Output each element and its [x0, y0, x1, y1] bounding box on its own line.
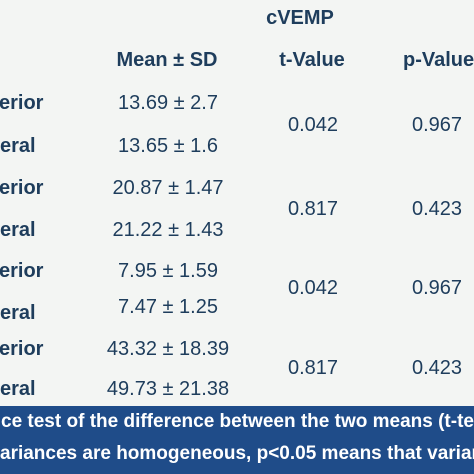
row-label: erior [0, 177, 44, 199]
p-value-cell: 0.967 [411, 277, 463, 299]
p-value-cell: 0.967 [411, 114, 463, 136]
mean-sd-cell: 13.69 ± 2.7 [118, 92, 218, 114]
mean-sd-cell: 49.73 ± 21.38 [106, 378, 230, 400]
row-label: eral [0, 378, 36, 400]
row-label: eral [0, 219, 36, 241]
group-header-cvemp: cVEMP [266, 7, 334, 29]
t-value-cell: 0.042 [287, 277, 339, 299]
column-header-mean-sd: Mean ± SD [116, 49, 218, 71]
column-header-p-value: p-Value [403, 49, 474, 71]
p-value-cell: 0.423 [411, 198, 463, 220]
mean-sd-cell: 7.95 ± 1.59 [118, 260, 218, 282]
mean-sd-cell: 13.65 ± 1.6 [118, 135, 218, 157]
mean-sd-cell: 7.47 ± 1.25 [118, 296, 218, 318]
mean-sd-cell: 20.87 ± 1.47 [112, 177, 224, 199]
row-label: eral [0, 135, 36, 157]
column-header-t-value: t-Value [279, 49, 345, 71]
caption-line-2: ariances are homogeneous, p<0.05 means t… [0, 443, 474, 464]
row-label: erior [0, 338, 44, 360]
mean-sd-cell: 21.22 ± 1.43 [112, 219, 224, 241]
row-label: eral [0, 302, 36, 324]
t-value-cell: 0.042 [287, 114, 339, 136]
mean-sd-cell: 43.32 ± 18.39 [106, 338, 230, 360]
table-caption: ce test of the difference between the tw… [0, 406, 474, 474]
results-table: cVEMP Mean ± SD t-Value p-Value erior er… [0, 7, 474, 400]
caption-line-1: ce test of the difference between the tw… [1, 411, 474, 432]
t-value-cell: 0.817 [287, 198, 339, 220]
t-value-cell: 0.817 [287, 357, 339, 379]
row-label: erior [0, 260, 44, 282]
row-label: erior [0, 92, 44, 114]
p-value-cell: 0.423 [411, 357, 463, 379]
